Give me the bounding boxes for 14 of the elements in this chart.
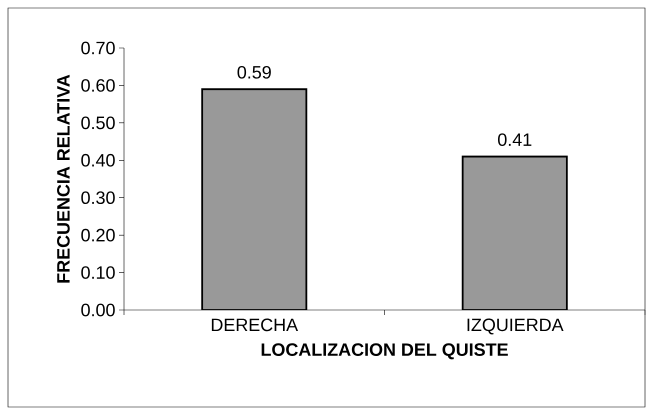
y-tick-label: 0.60 (81, 79, 115, 92)
y-tick-label: 0.10 (81, 266, 115, 279)
y-tick-label: 0.20 (81, 228, 115, 242)
y-tick-label: 0.70 (81, 42, 115, 54)
data-label: 0.59 (238, 66, 271, 79)
data-label: 0.41 (498, 133, 532, 146)
y-tick-label: 0.40 (81, 154, 115, 167)
x-tick-label: IZQUIERDA (468, 318, 564, 334)
y-axis-title: FRECUENCIA RELATIVA (57, 74, 70, 283)
x-tick-label: DERECHA (212, 318, 298, 332)
y-tick-label: 0.00 (81, 304, 115, 316)
y-tick-label: 0.50 (81, 116, 115, 130)
y-tick-label: 0.30 (81, 191, 115, 204)
x-axis-title: LOCALIZACION DEL QUISTE (262, 343, 508, 360)
